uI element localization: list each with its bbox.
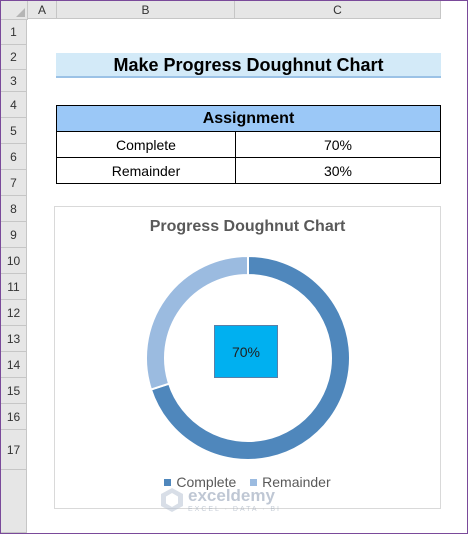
- watermark-subtitle: EXCEL · DATA · BI: [188, 506, 281, 513]
- chart-legend[interactable]: Complete Remainder: [55, 474, 440, 490]
- doughnut-slice-complete[interactable]: [149, 254, 351, 461]
- row-header-8[interactable]: 8: [1, 196, 27, 222]
- row-header-7[interactable]: 7: [1, 170, 27, 196]
- exceldemy-logo-icon: [161, 488, 183, 512]
- sheet-title-cell[interactable]: Make Progress Doughnut Chart: [56, 53, 441, 78]
- cell-value-remainder[interactable]: 30%: [235, 157, 441, 184]
- row-header-strip: [1, 470, 27, 533]
- table-row: Complete 70%: [56, 131, 441, 158]
- row-header-11[interactable]: 11: [1, 274, 27, 300]
- doughnut-plot: [145, 254, 351, 461]
- row-header-12[interactable]: 12: [1, 300, 27, 326]
- legend-label-complete: Complete: [176, 474, 237, 490]
- chart-title[interactable]: Progress Doughnut Chart: [149, 218, 346, 235]
- row-header-2[interactable]: 2: [1, 45, 27, 70]
- center-progress-label[interactable]: 70%: [214, 325, 278, 378]
- row-header-17[interactable]: 17: [1, 430, 27, 470]
- select-all-triangle-icon: [16, 8, 25, 17]
- legend-swatch-remainder: [250, 479, 258, 486]
- assignment-table: Assignment Complete 70% Remainder 30%: [56, 105, 441, 184]
- table-header-assignment[interactable]: Assignment: [56, 105, 441, 132]
- exceldemy-watermark: exceldemy EXCEL · DATA · BI: [160, 487, 281, 513]
- row-header-14[interactable]: 14: [1, 352, 27, 378]
- legend-swatch-complete: [164, 479, 172, 486]
- row-header-13[interactable]: 13: [1, 326, 27, 352]
- table-row: Remainder 30%: [56, 157, 441, 184]
- column-header-a[interactable]: A: [28, 1, 57, 19]
- cell-label-remainder[interactable]: Remainder: [56, 157, 236, 184]
- watermark-name: exceldemy: [188, 486, 275, 505]
- row-header-1[interactable]: 1: [1, 20, 27, 45]
- column-header-c[interactable]: C: [235, 1, 441, 19]
- legend-item-complete: Complete: [164, 474, 236, 490]
- select-all-corner[interactable]: [1, 1, 28, 20]
- doughnut-slice-remainder[interactable]: [145, 254, 249, 391]
- legend-label-remainder: Remainder: [262, 474, 331, 490]
- doughnut-chart[interactable]: Progress Doughnut Chart 70% Complete Rem…: [54, 206, 441, 509]
- row-header-15[interactable]: 15: [1, 378, 27, 404]
- legend-item-remainder: Remainder: [250, 474, 331, 490]
- cell-label-complete[interactable]: Complete: [56, 131, 236, 158]
- row-header-9[interactable]: 9: [1, 222, 27, 248]
- row-header-6[interactable]: 6: [1, 144, 27, 170]
- row-header-5[interactable]: 5: [1, 118, 27, 144]
- row-header-16[interactable]: 16: [1, 404, 27, 430]
- cell-value-complete[interactable]: 70%: [235, 131, 441, 158]
- row-header-3[interactable]: 3: [1, 70, 27, 92]
- row-header-10[interactable]: 10: [1, 248, 27, 274]
- row-header-4[interactable]: 4: [1, 92, 27, 118]
- column-header-b[interactable]: B: [57, 1, 235, 19]
